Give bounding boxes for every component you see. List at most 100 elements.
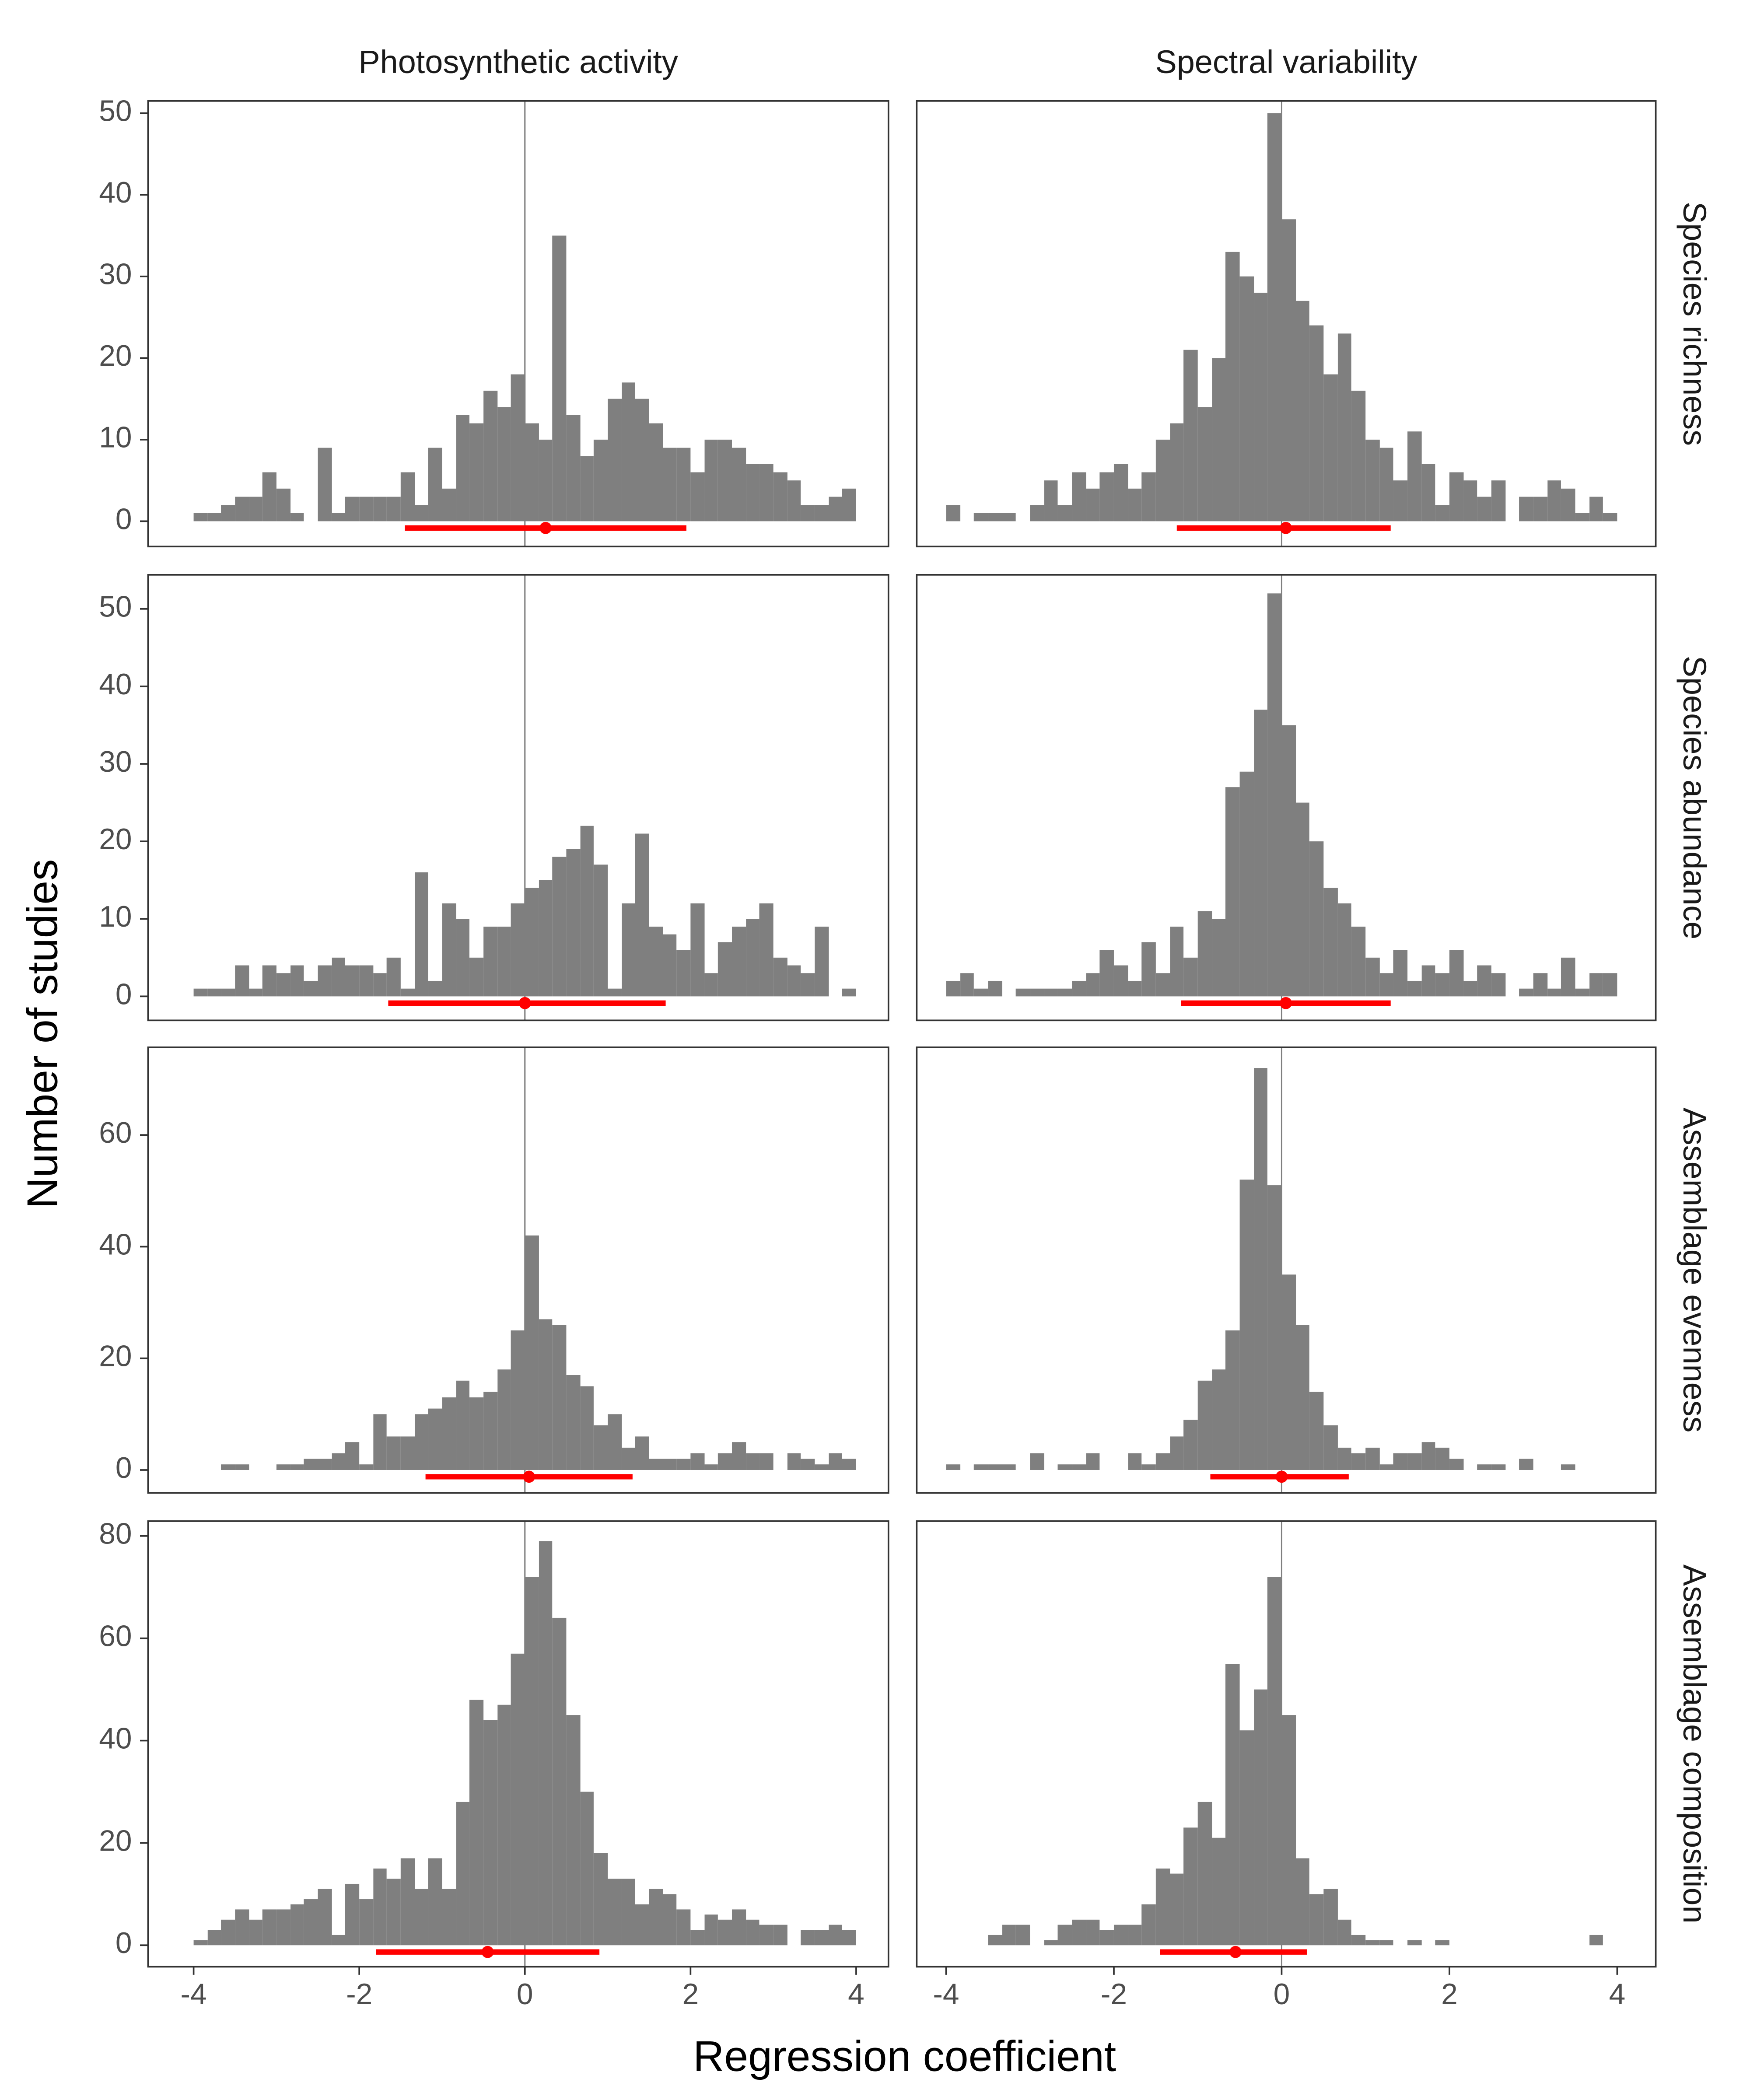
histogram-bar: [469, 957, 484, 997]
histogram-bar: [801, 1459, 815, 1470]
histogram-bar: [732, 1909, 746, 1946]
histogram-bar: [1239, 276, 1254, 522]
histogram-bar: [469, 423, 484, 522]
x-tick-label: -2: [346, 1978, 372, 2011]
histogram-bar: [1141, 472, 1156, 522]
histogram-bar: [1351, 390, 1366, 522]
histogram-bar: [663, 448, 677, 522]
y-tick-label: 60: [99, 1620, 132, 1653]
histogram-bar: [318, 965, 332, 997]
histogram-bar: [1407, 980, 1422, 997]
y-tick-label: 40: [99, 668, 132, 701]
histogram-bar: [1589, 497, 1603, 522]
x-tick-label: -4: [933, 1978, 959, 2011]
panel-border: [916, 1046, 1657, 1494]
histogram-bar: [525, 1577, 539, 1946]
histogram-bar: [1337, 1919, 1351, 1946]
histogram-bar: [690, 472, 705, 522]
histogram-bar: [1183, 1827, 1198, 1946]
histogram-bar: [1267, 593, 1282, 997]
histogram-bar: [428, 1408, 442, 1470]
histogram-bar: [1309, 1392, 1324, 1470]
x-tick-label: -2: [1101, 1978, 1127, 2011]
histogram-bar: [304, 980, 318, 997]
histogram-bar: [456, 1380, 469, 1470]
histogram-bar: [1547, 988, 1561, 997]
x-tick-label: -4: [180, 1978, 206, 2011]
histogram-bar: [759, 903, 774, 997]
x-tick-label: 0: [1274, 1978, 1290, 2011]
histogram-bar: [1379, 1464, 1393, 1470]
mean-point: [518, 997, 531, 1009]
panel-border: [147, 574, 889, 1022]
histogram-bar: [718, 942, 732, 997]
histogram-bar: [511, 374, 525, 522]
histogram-bar: [1323, 374, 1338, 522]
histogram-bar: [732, 926, 746, 997]
y-tick-label: 10: [99, 421, 132, 454]
histogram-bar: [1128, 1925, 1142, 1946]
histogram-bar: [552, 1325, 567, 1470]
histogram-bar: [732, 448, 746, 522]
histogram-bar: [746, 464, 760, 522]
y-tick-label: 20: [99, 340, 132, 372]
histogram-bar: [1365, 957, 1380, 997]
histogram-bar: [566, 1375, 581, 1470]
histogram-bar: [815, 505, 829, 522]
histogram-bar: [1323, 1425, 1338, 1470]
histogram-bar: [1155, 1868, 1170, 1946]
histogram-bar: [1421, 965, 1435, 997]
histogram-bar: [842, 988, 856, 997]
histogram-bar: [1197, 911, 1212, 997]
histogram-bar: [1309, 841, 1324, 997]
histogram-bar: [442, 488, 456, 522]
histogram-bar: [635, 1904, 649, 1946]
histogram-bar: [359, 497, 374, 522]
panel-border: [147, 1046, 889, 1494]
y-tick-label: 20: [99, 823, 132, 856]
histogram-bar: [1183, 1420, 1198, 1470]
histogram-bar: [649, 1889, 663, 1946]
histogram-bar: [635, 399, 649, 522]
histogram-bar: [1212, 1838, 1225, 1946]
histogram-bar: [1002, 1464, 1016, 1470]
mean-point: [1280, 522, 1292, 534]
histogram-bar: [1393, 1453, 1408, 1470]
x-tick-label: 4: [848, 1978, 864, 2011]
histogram-bar: [773, 957, 788, 997]
histogram-bar: [483, 926, 498, 997]
histogram-bar: [566, 415, 581, 522]
histogram-bar: [345, 497, 360, 522]
histogram-bar: [1155, 439, 1170, 522]
histogram-bar: [801, 505, 815, 522]
histogram-bar: [973, 1464, 988, 1470]
histogram-bar: [276, 973, 291, 997]
histogram-bar: [704, 973, 718, 997]
histogram-bar: [1002, 513, 1016, 522]
histogram-bar: [1128, 980, 1142, 997]
histogram-bar: [332, 1935, 345, 1946]
histogram-bar: [290, 1904, 304, 1946]
histogram-bar: [1141, 942, 1156, 997]
histogram-bar: [1477, 965, 1491, 997]
y-tick-label: 40: [99, 176, 132, 209]
histogram-bar: [973, 513, 988, 522]
histogram-bar: [1533, 973, 1548, 997]
histogram-bar: [456, 415, 469, 522]
histogram-bar: [1435, 1447, 1449, 1470]
histogram-bar: [1239, 771, 1254, 997]
y-tick-label: 10: [99, 900, 132, 933]
histogram-bar: [442, 1397, 456, 1470]
histogram-bar: [290, 1464, 304, 1470]
histogram-bar: [773, 1925, 788, 1946]
histogram-bar: [1561, 1464, 1575, 1470]
histogram-bar: [386, 957, 401, 997]
histogram-bar: [1072, 1464, 1086, 1470]
histogram-bar: [262, 965, 276, 997]
histogram-bar: [332, 957, 345, 997]
histogram-bar: [511, 1330, 525, 1470]
histogram-bar: [483, 1720, 498, 1946]
histogram-bar: [946, 505, 961, 522]
histogram-bar: [373, 1868, 387, 1946]
